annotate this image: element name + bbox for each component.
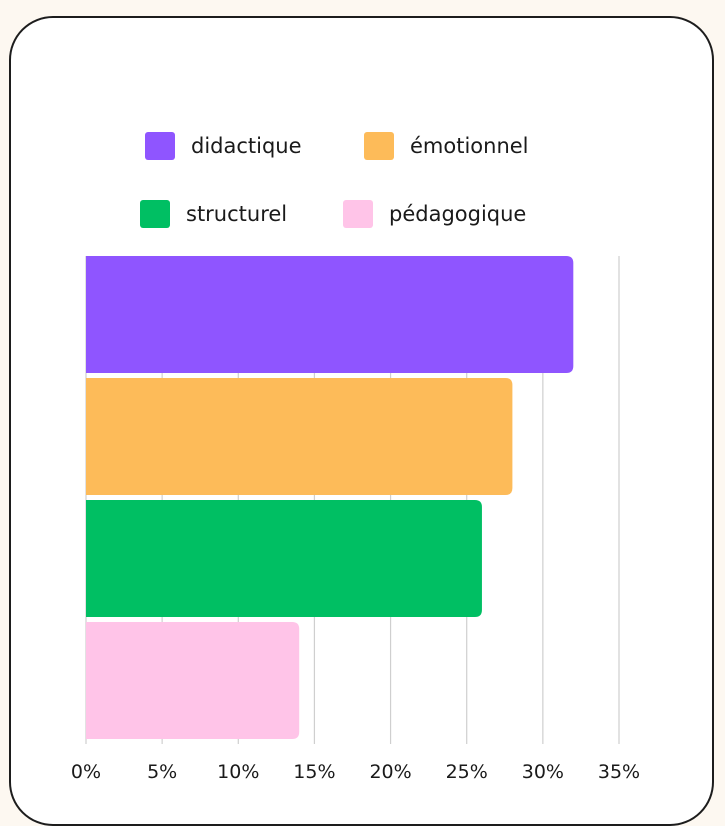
x-tick-label: 25% bbox=[446, 761, 488, 783]
legend-label-emotionnel: émotionnel bbox=[410, 134, 529, 158]
legend-item-pedagogique: pédagogique bbox=[343, 198, 526, 230]
bar-pedagogique bbox=[86, 622, 300, 739]
x-tick-label: 20% bbox=[369, 761, 411, 783]
x-tick-label: 35% bbox=[598, 761, 640, 783]
bar-structurel bbox=[86, 500, 482, 617]
legend-swatch-structurel bbox=[140, 200, 170, 228]
x-tick-label: 5% bbox=[147, 761, 177, 783]
bar-chart: 0% 5% 10% 15% 20% 25% 30% 35% bbox=[71, 256, 640, 783]
legend-swatch-emotionnel bbox=[364, 132, 394, 160]
x-tick-label: 10% bbox=[217, 761, 259, 783]
legend-label-structurel: structurel bbox=[186, 202, 288, 226]
legend-item-didactique: didactique bbox=[145, 130, 302, 162]
legend-label-didactique: didactique bbox=[191, 134, 302, 158]
legend-swatch-pedagogique bbox=[343, 200, 373, 228]
bar-didactique bbox=[86, 256, 574, 373]
legend-item-structurel: structurel bbox=[140, 198, 287, 230]
legend-item-emotionnel: émotionnel bbox=[364, 130, 529, 162]
x-tick-label: 0% bbox=[71, 761, 101, 783]
bar-emotionnel bbox=[86, 378, 513, 495]
x-tick-label: 30% bbox=[522, 761, 564, 783]
x-tick-label: 15% bbox=[293, 761, 335, 783]
legend-label-pedagogique: pédagogique bbox=[389, 202, 527, 226]
legend-swatch-didactique bbox=[145, 132, 175, 160]
